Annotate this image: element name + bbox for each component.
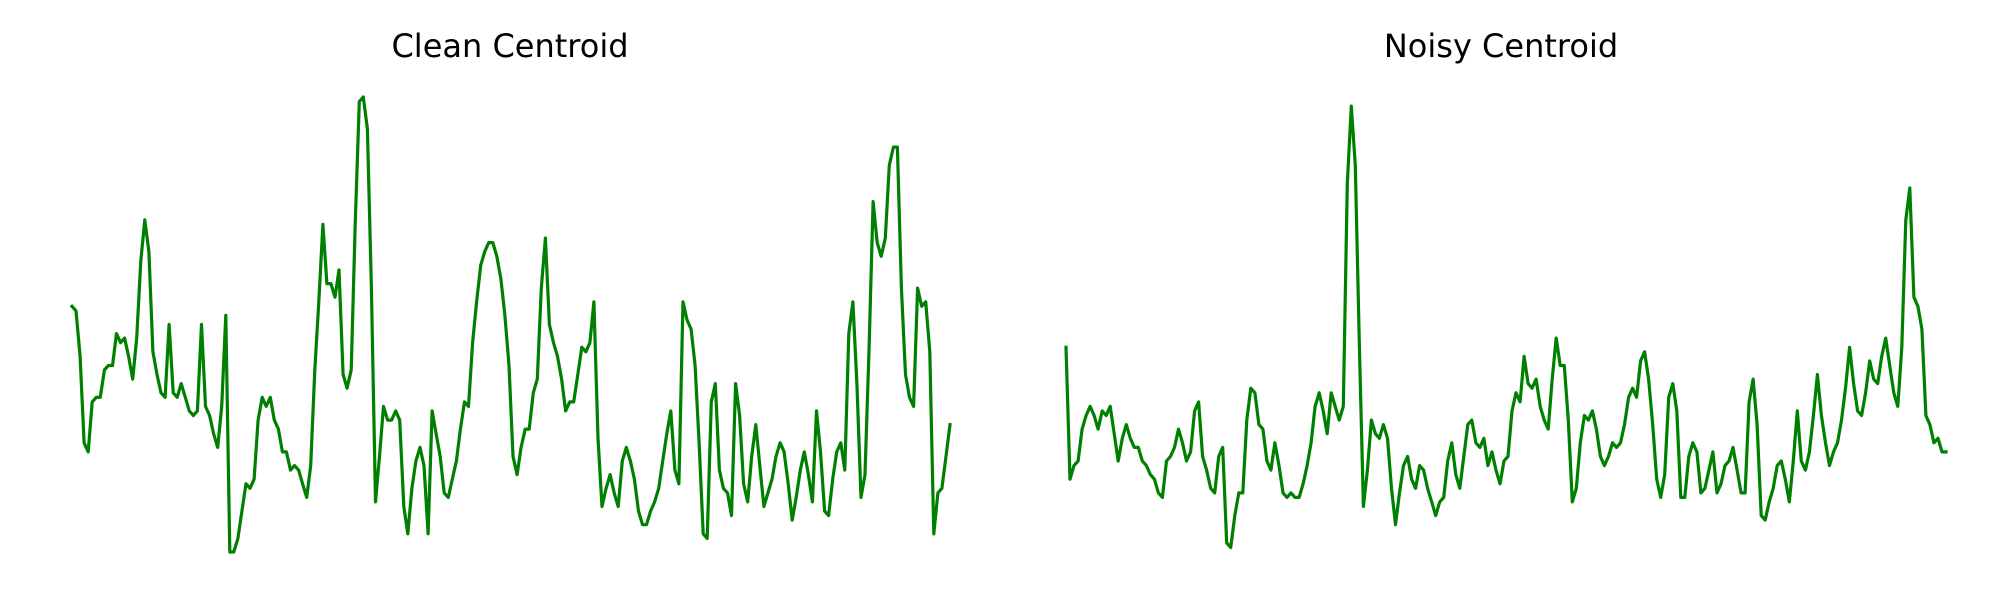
chart-title-clean: Clean Centroid xyxy=(391,27,628,65)
series-line-noisy-centroid xyxy=(1064,104,1948,550)
panel-clean-centroid: Clean Centroid xyxy=(69,27,952,554)
panel-noisy-centroid: Noisy Centroid xyxy=(1064,27,1948,550)
chart-title-noisy: Noisy Centroid xyxy=(1384,27,1618,65)
series-line-clean-centroid xyxy=(69,95,952,554)
